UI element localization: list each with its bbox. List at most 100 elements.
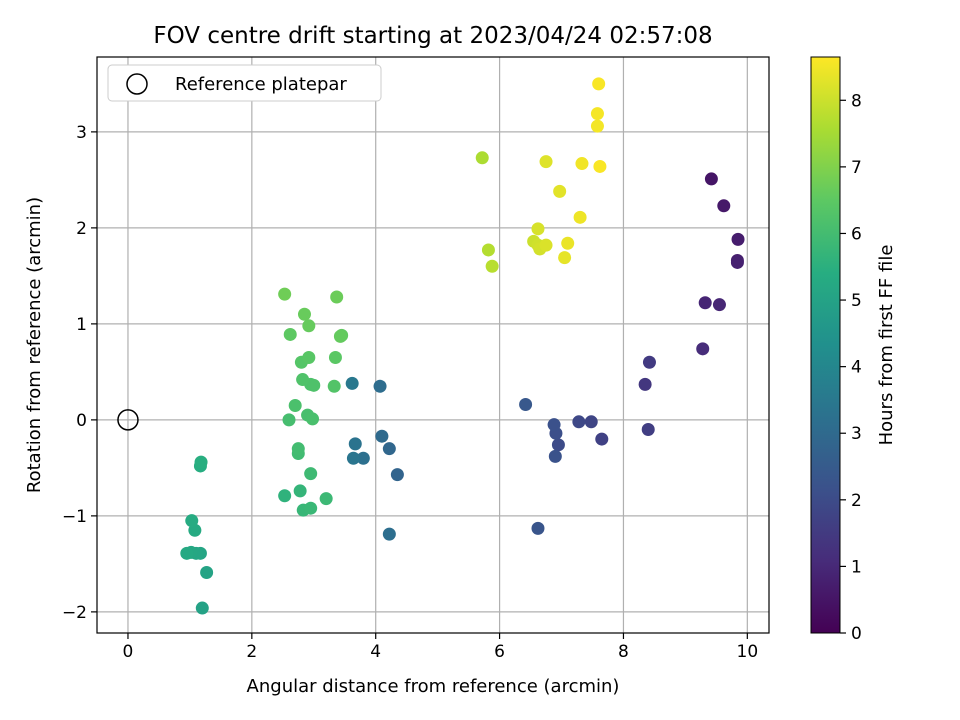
scatter-point bbox=[293, 484, 307, 498]
scatter-point bbox=[330, 290, 344, 304]
scatter-point bbox=[558, 251, 572, 265]
colorbar-ticks: 0 1 2 3 4 5 6 7 8 bbox=[840, 91, 862, 644]
scatter-point bbox=[584, 415, 598, 429]
scatter-point bbox=[519, 398, 533, 412]
scatter-point bbox=[304, 467, 318, 481]
scatter-point bbox=[531, 521, 545, 535]
scatter-point bbox=[590, 119, 604, 133]
scatter-point bbox=[539, 155, 553, 169]
colorbar-tick-label: 0 bbox=[851, 624, 862, 644]
reference-marker-layer bbox=[117, 409, 139, 431]
x-tick-label: 2 bbox=[246, 642, 257, 662]
y-tick-label: 0 bbox=[76, 411, 87, 431]
y-axis-label: Rotation from reference (arcmin) bbox=[24, 197, 45, 493]
scatter-point bbox=[553, 184, 567, 198]
scatter-point bbox=[185, 514, 199, 528]
chart-title: FOV centre drift starting at 2023/04/24 … bbox=[153, 23, 712, 49]
scatter-point bbox=[348, 437, 362, 451]
y-tick-label: −2 bbox=[62, 603, 87, 623]
legend: Reference platepar bbox=[107, 64, 382, 102]
legend-reference-marker bbox=[126, 73, 148, 95]
y-tick-label: 2 bbox=[76, 219, 87, 239]
scatter-point bbox=[572, 415, 586, 429]
reference-platepar-marker bbox=[117, 409, 139, 431]
scatter-point bbox=[283, 327, 297, 341]
colorbar-gradient bbox=[810, 56, 841, 634]
scatter-point bbox=[327, 379, 341, 393]
scatter-point bbox=[548, 449, 562, 463]
scatter-point bbox=[328, 350, 342, 364]
x-tick-label: 10 bbox=[737, 642, 759, 662]
scatter-point bbox=[539, 238, 553, 252]
scatter-point bbox=[382, 527, 396, 541]
scatter-point bbox=[180, 546, 194, 560]
scatter-point bbox=[356, 451, 370, 465]
data-points bbox=[180, 77, 745, 615]
scatter-point bbox=[302, 350, 316, 364]
scatter-point bbox=[696, 342, 710, 356]
scatter-point bbox=[712, 298, 726, 312]
scatter-point bbox=[297, 307, 311, 321]
scatter-point bbox=[195, 601, 209, 615]
scatter-point bbox=[731, 232, 745, 246]
plot-area: 0 2 4 6 8 10 −2 −1 0 1 2 3 bbox=[62, 56, 770, 662]
x-axis-label: Angular distance from reference (arcmin) bbox=[247, 676, 620, 697]
colorbar-tick-label: 8 bbox=[851, 91, 862, 111]
scatter-point bbox=[278, 287, 292, 301]
scatter-point bbox=[641, 422, 655, 436]
scatter-point bbox=[593, 159, 607, 173]
scatter-point bbox=[595, 432, 609, 446]
scatter-point bbox=[278, 489, 292, 503]
grid-lines bbox=[97, 57, 769, 633]
scatter-point bbox=[592, 77, 606, 91]
scatter-point bbox=[642, 355, 656, 369]
scatter-point bbox=[296, 373, 310, 387]
scatter-point bbox=[375, 429, 389, 443]
scatter-point bbox=[346, 451, 360, 465]
colorbar-tick-label: 5 bbox=[851, 291, 862, 311]
colorbar-label: Hours from first FF file bbox=[876, 245, 897, 446]
scatter-point bbox=[485, 259, 499, 273]
scatter-point bbox=[282, 413, 296, 427]
y-tick-label: 1 bbox=[76, 315, 87, 335]
scatter-point bbox=[288, 398, 302, 412]
y-tick-label: −1 bbox=[62, 507, 87, 527]
scatter-point bbox=[547, 418, 561, 432]
plot-frame bbox=[96, 56, 770, 634]
x-tick-label: 6 bbox=[494, 642, 505, 662]
scatter-point bbox=[194, 455, 208, 469]
scatter-point bbox=[481, 243, 495, 257]
scatter-point bbox=[698, 296, 712, 310]
colorbar-tick-label: 4 bbox=[851, 358, 862, 378]
scatter-point bbox=[390, 468, 404, 482]
colorbar-tick-label: 3 bbox=[851, 424, 862, 444]
scatter-point bbox=[373, 379, 387, 393]
scatter-point bbox=[638, 377, 652, 391]
x-tick-label: 0 bbox=[123, 642, 134, 662]
scatter-point bbox=[319, 492, 333, 506]
scatter-point bbox=[531, 222, 545, 236]
scatter-point bbox=[573, 210, 587, 224]
legend-box bbox=[107, 64, 382, 102]
scatter-point bbox=[306, 412, 320, 426]
scatter-point bbox=[475, 151, 489, 165]
legend-label: Reference platepar bbox=[175, 74, 347, 95]
scatter-point bbox=[551, 438, 565, 452]
scatter-point bbox=[575, 157, 589, 171]
scatter-point bbox=[717, 199, 731, 213]
colorbar-tick-label: 7 bbox=[851, 158, 862, 178]
x-axis-ticks: 0 2 4 6 8 10 bbox=[123, 633, 759, 662]
colorbar: 0 1 2 3 4 5 6 7 8 Hours from first FF file bbox=[810, 56, 897, 644]
scatter-point bbox=[730, 255, 744, 269]
colorbar-tick-label: 1 bbox=[851, 557, 862, 577]
scatter-point bbox=[333, 329, 347, 343]
colorbar-tick-label: 6 bbox=[851, 224, 862, 244]
plot-background bbox=[97, 57, 769, 633]
scatter-point bbox=[590, 107, 604, 121]
scatter-point bbox=[382, 442, 396, 456]
y-axis-ticks: −2 −1 0 1 2 3 bbox=[62, 123, 97, 623]
colorbar-tick-label: 2 bbox=[851, 491, 862, 511]
scatter-point bbox=[291, 442, 305, 456]
y-tick-label: 3 bbox=[76, 123, 87, 143]
